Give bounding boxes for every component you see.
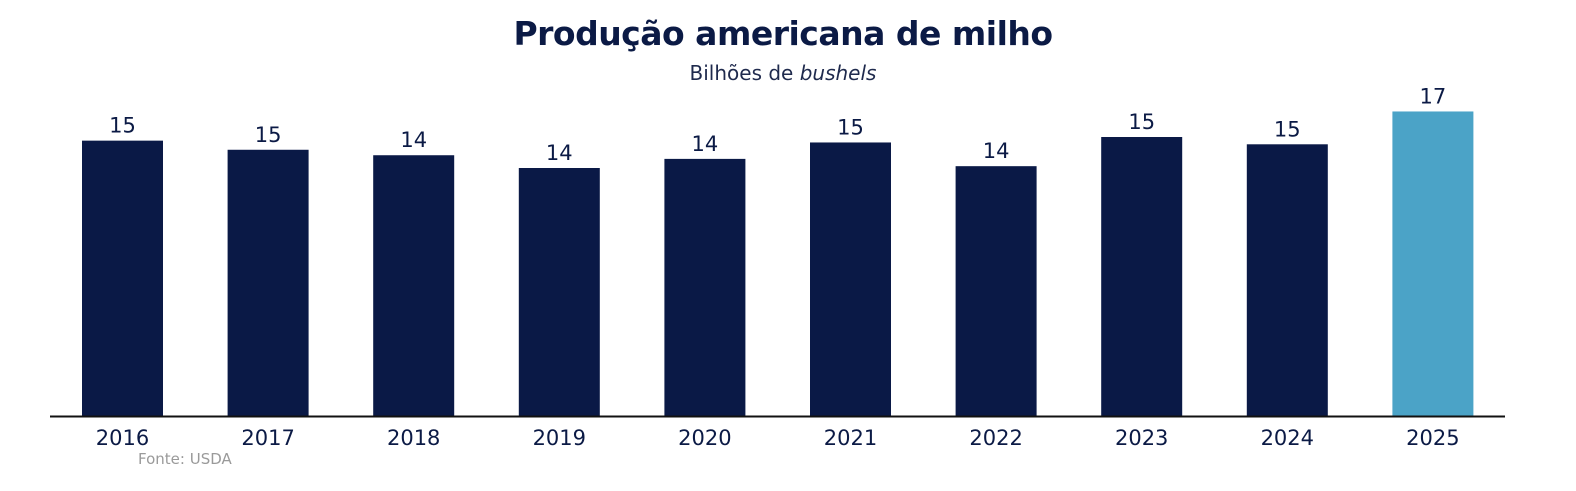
data-label-2020: 14: [692, 132, 719, 156]
x-tick-label-2020: 2020: [678, 426, 731, 450]
x-tick-label-2018: 2018: [387, 426, 440, 450]
data-label-2024: 15: [1274, 117, 1301, 141]
bar-2017: [227, 149, 309, 416]
data-label-2025: 17: [1420, 84, 1447, 108]
data-label-2022: 14: [983, 139, 1010, 163]
bar-2019: [518, 168, 600, 416]
source-note: Fonte: USDA: [138, 450, 232, 468]
bar-2022: [955, 166, 1037, 416]
subtitle-prefix: Bilhões de: [689, 61, 800, 85]
data-label-2023: 15: [1128, 110, 1155, 134]
data-label-2018: 14: [400, 128, 427, 152]
x-tick-label-2021: 2021: [824, 426, 877, 450]
x-tick-label-2022: 2022: [969, 426, 1022, 450]
x-tick-label-2025: 2025: [1406, 426, 1459, 450]
data-label-2019: 14: [546, 141, 573, 165]
bar-2021: [810, 142, 891, 416]
x-tick-label-2024: 2024: [1261, 426, 1314, 450]
data-label-2016: 15: [109, 114, 136, 138]
chart-title: Produção americana de milho: [513, 14, 1053, 53]
bar-2025: [1392, 111, 1474, 417]
data-label-2021: 15: [837, 115, 864, 139]
x-tick-label-2019: 2019: [533, 426, 586, 450]
data-label-2017: 15: [255, 123, 282, 147]
x-tick-label-2017: 2017: [241, 426, 294, 450]
bar-2018: [373, 155, 455, 416]
bar-2024: [1246, 144, 1328, 416]
x-tick-label-2023: 2023: [1115, 426, 1168, 450]
bar-2016: [82, 140, 163, 416]
chart-subtitle: Bilhões de bushels: [0, 61, 1566, 85]
bar-2023: [1101, 137, 1183, 416]
bar-2020: [664, 158, 746, 416]
x-tick-label-2016: 2016: [96, 426, 149, 450]
subtitle-unit: bushels: [799, 61, 877, 85]
